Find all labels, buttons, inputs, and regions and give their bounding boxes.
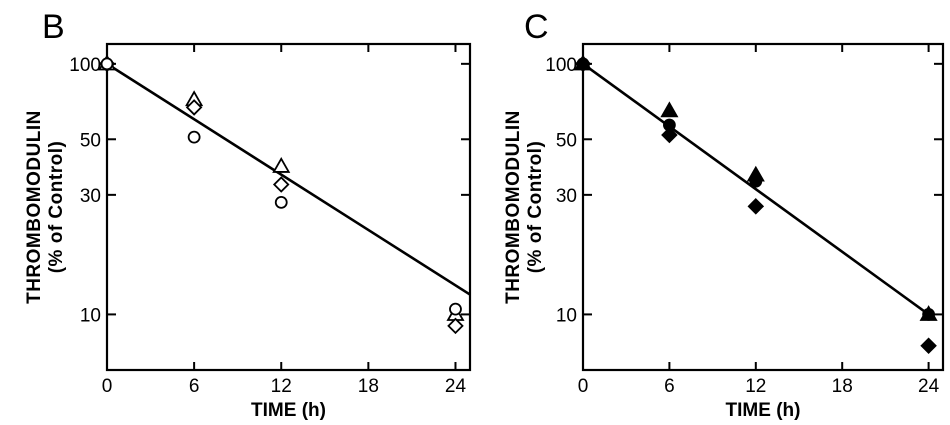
x-tick-label: 24 [918, 376, 940, 397]
x-tick-label: 6 [664, 376, 675, 397]
y-tick-label: 10 [80, 305, 101, 326]
y-tick-label: 30 [556, 186, 577, 207]
y-axis-subtitle: (% of Control) [525, 141, 546, 274]
data-point-open-diamond [272, 176, 290, 193]
y-axis-title: THROMBOMODULIN [503, 110, 524, 304]
data-point-open-diamond [447, 317, 464, 335]
data-point-open-triangle [272, 156, 291, 173]
x-tick-label: 18 [832, 376, 853, 397]
data-point-filled-diamond [661, 126, 678, 144]
x-axis-title: TIME (h) [726, 400, 801, 421]
series-open-circle [100, 57, 462, 316]
chart-panel-b: B 0 6 12 18 24 10 30 50 100 TIME (h) THROMBOMODULIN… [24, 8, 472, 421]
series-open-diamond [98, 55, 464, 335]
chart-panel-c: C 0 6 12 18 24 10 30 50 100 TIME (h) THROMBOMODULIN… [503, 8, 945, 421]
y-tick-label: 50 [80, 130, 101, 151]
y-tick-label: 30 [80, 186, 101, 207]
x-tick-label: 6 [189, 376, 200, 397]
data-point-open-circle [274, 195, 288, 209]
x-tick-label: 0 [578, 376, 589, 397]
data-point-open-circle [449, 302, 462, 316]
y-tick-label: 100 [545, 55, 577, 76]
panel-label: B [42, 8, 65, 46]
x-tick-label: 0 [102, 376, 113, 397]
regression-line [582, 62, 930, 316]
data-point-filled-circle [749, 174, 763, 188]
x-tick-label: 12 [271, 376, 292, 397]
data-point-filled-circle [922, 308, 935, 321]
x-tick-label: 18 [358, 376, 379, 397]
x-tick-label: 12 [745, 376, 766, 397]
data-point-open-circle [187, 130, 201, 144]
x-axis-title: TIME (h) [251, 400, 326, 421]
y-tick-label: 10 [556, 305, 577, 326]
series-filled-diamond [574, 55, 937, 354]
panel-label: C [524, 8, 549, 46]
y-axis-subtitle: (% of Control) [46, 141, 67, 274]
plot-frame [581, 42, 945, 372]
y-tick-label: 50 [556, 130, 577, 151]
data-point-open-circle [100, 57, 114, 71]
data-point-filled-triangle [660, 101, 679, 118]
data-point-filled-diamond [920, 337, 937, 354]
regression-line [106, 62, 471, 296]
y-tick-label: 100 [69, 55, 101, 76]
plot-frame [105, 42, 472, 372]
data-point-open-diamond [185, 99, 203, 116]
data-point-filled-diamond [747, 198, 765, 215]
x-tick-label: 24 [445, 376, 467, 397]
y-axis-title: THROMBOMODULIN [24, 110, 45, 304]
data-point-filled-diamond [574, 55, 592, 73]
